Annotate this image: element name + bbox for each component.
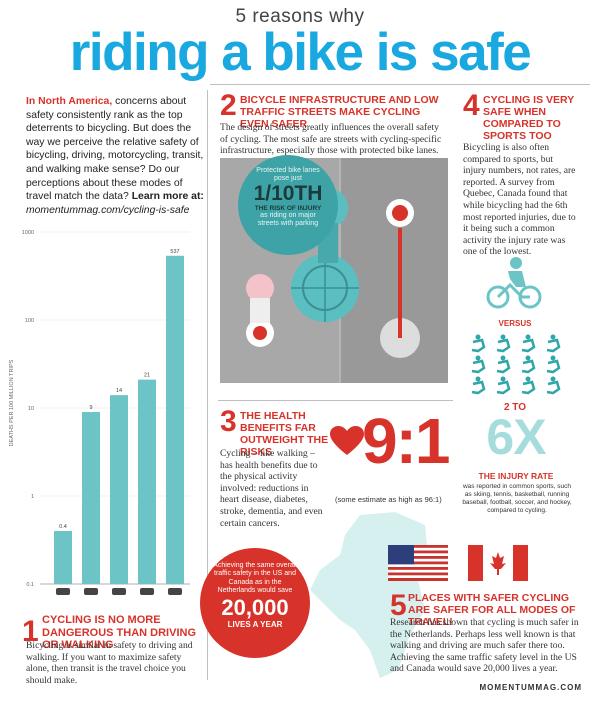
us-flag-icon — [388, 545, 448, 581]
athlete-icon — [471, 376, 486, 395]
cyclists-illustration — [246, 158, 448, 383]
athlete-icon — [496, 376, 511, 395]
cyclist-icon — [486, 257, 542, 309]
athlete-icon — [546, 376, 561, 395]
section2-body: The design of streets greatly influences… — [220, 122, 442, 157]
section5-body: Research has shown that cycling is much … — [390, 617, 579, 675]
athlete-icon — [521, 376, 536, 395]
cycling-icon — [140, 588, 154, 595]
bar-value-label: 14 — [116, 388, 122, 394]
bar-value-label: 9 — [89, 405, 92, 411]
driving-icon — [112, 588, 126, 595]
athletes-icon-grid — [471, 334, 561, 395]
bike-lane-bubble: Protected bike lanes pose just 1/10TH TH… — [238, 155, 338, 255]
deaths-chart: 1000 100 10 1 0.1 0.4 9 14 21 537 — [22, 230, 190, 595]
versus-label: VERSUS — [498, 319, 532, 328]
intro-lead: In North America, — [26, 96, 113, 107]
lives-saved-bubble: Achieving the same overall traffic safet… — [200, 548, 310, 658]
athlete-icon — [546, 355, 561, 374]
page-title: riding a bike is safe — [69, 23, 532, 82]
vertical-divider — [207, 90, 208, 680]
motorcycling-icon — [168, 588, 182, 595]
athlete-icon — [496, 334, 511, 353]
bubble-bottom-text: as riding on major streets with parking — [257, 212, 319, 227]
bar-value-label: 0.4 — [59, 524, 67, 530]
ratio-text: 9:1 — [362, 405, 450, 477]
section3-body: Cycling – like walking – has health bene… — [220, 448, 323, 529]
bar-value-label: 537 — [170, 249, 179, 255]
y-tick-label: 1000 — [22, 230, 34, 236]
intro-url[interactable]: momentummag.com/cycling-is-safe — [26, 204, 190, 216]
section3-number: 3 — [220, 405, 237, 438]
bar-value-label: 21 — [144, 373, 150, 379]
athlete-icon — [471, 355, 486, 374]
y-tick-label: 100 — [25, 318, 34, 324]
y-tick-label: 1 — [31, 494, 34, 500]
injury-rate-heading: THE INJURY RATE — [478, 471, 554, 481]
lives-bubble-big: 20,000 — [221, 594, 289, 620]
athlete-icon — [471, 334, 486, 353]
y-axis-label: DEATHS PER 100 MILLION TRIPS — [9, 359, 15, 447]
section4-heading: Cycling is very safe when compared to sp… — [483, 94, 575, 142]
y-tick-label: 10 — [28, 406, 34, 412]
lives-bubble-small: LIVES A YEAR — [227, 619, 283, 629]
bar-driving — [110, 395, 128, 584]
section1-body: Bicycling is similar in safety to drivin… — [26, 640, 193, 686]
athlete-icon — [496, 355, 511, 374]
section2-number: 2 — [220, 89, 237, 122]
section1-number: 1 — [22, 615, 39, 648]
transit-icon — [56, 588, 70, 595]
ratio-to-label: 2 TO — [503, 402, 527, 413]
horizontal-divider — [210, 84, 590, 85]
walking-icon — [84, 588, 98, 595]
street-illustration — [220, 158, 448, 383]
section2-heading: Bicycle infrastructure and low traffic s… — [240, 94, 439, 130]
section3-divider — [218, 400, 453, 401]
intro-cta: Learn more at: — [128, 191, 204, 203]
subtitle: 5 reasons why — [235, 6, 365, 27]
bar-cycling — [138, 379, 156, 584]
bubble-mid-text: THE RISK OF INJURY — [254, 205, 322, 212]
ratio-note: (some estimate as high as 96:1) — [335, 495, 442, 504]
heart-icon — [330, 426, 364, 455]
ratio-figure: 9:1 — [328, 405, 458, 488]
y-tick-label: 0.1 — [26, 582, 34, 588]
bar-transit — [54, 531, 72, 584]
section3-heading: The health benefits far outweight the ri… — [240, 410, 329, 458]
section5-number: 5 — [390, 589, 407, 622]
athlete-icon — [546, 334, 561, 353]
section4-number: 4 — [463, 89, 480, 122]
lives-bubble-text: Achieving the same overall traffic safet… — [213, 562, 297, 595]
intro-text: concerns about safety consistently rank … — [26, 96, 204, 203]
injury-rate-body: was reported in common sports, such as s… — [462, 483, 572, 514]
intro-paragraph: In North America, concerns about safety … — [26, 95, 206, 217]
bubble-top-text: Protected bike lanes pose just — [256, 167, 320, 182]
bubble-big-text: 1/10TH — [253, 182, 323, 205]
section4-body: Bicycling is also often compared to spor… — [463, 142, 576, 258]
footer-site[interactable]: MOMENTUMMAG.COM — [479, 683, 582, 692]
section1-heading: Cycling is no more dangerous than drivin… — [42, 614, 197, 651]
bar-walking — [82, 412, 100, 584]
canada-flag-icon — [468, 545, 528, 581]
athlete-icon — [521, 355, 536, 374]
bar-motorcycling — [166, 255, 184, 584]
injury-multiplier: 6X — [486, 409, 546, 465]
athlete-icon — [521, 334, 536, 353]
section5-heading: Places with safer cycling are safer for … — [408, 592, 576, 628]
